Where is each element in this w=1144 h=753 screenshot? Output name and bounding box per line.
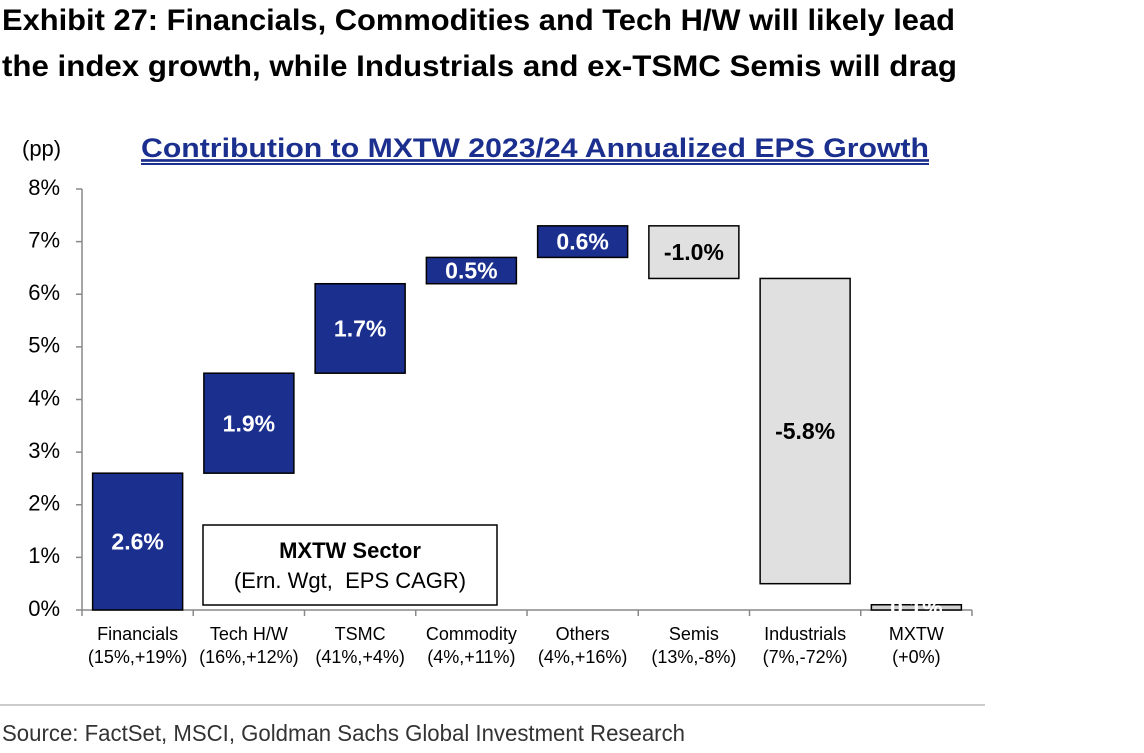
value-label: -1.0% <box>664 239 724 265</box>
y-tick-label: 0% <box>28 596 60 621</box>
x-tick-label: Commodity <box>426 624 517 644</box>
x-tick-label: Financials <box>97 624 178 644</box>
x-tick-sublabel: (7%,-72%) <box>763 647 848 667</box>
y-tick-label: 6% <box>28 280 60 305</box>
bar <box>759 277 851 585</box>
value-label: 1.9% <box>223 410 275 436</box>
value-label: 0.6% <box>556 229 608 255</box>
y-axis-label: (pp) <box>22 136 61 161</box>
x-tick-sublabel: (4%,+11%) <box>427 647 515 667</box>
value-label: 0.5% <box>445 258 497 284</box>
x-tick-label: MXTW <box>889 624 944 644</box>
x-tick-label: Semis <box>669 624 719 644</box>
x-tick-sublabel: (41%,+4%) <box>315 647 405 667</box>
x-tick-sublabel: (4%,+16%) <box>538 647 628 667</box>
bar <box>536 225 629 259</box>
value-label: 2.6% <box>111 529 163 555</box>
bar <box>648 225 740 280</box>
y-tick-label: 3% <box>28 438 60 463</box>
title-line: Exhibit 27: Financials, Commodities and … <box>2 4 955 37</box>
x-tick-label: Others <box>556 624 610 644</box>
x-tick-sublabel: (+0%) <box>892 647 941 667</box>
legend-title: MXTW Sector <box>279 538 421 563</box>
legend-box <box>202 524 498 606</box>
y-tick-label: 1% <box>28 543 60 568</box>
x-tick-sublabel: (13%,-8%) <box>651 647 736 667</box>
legend-text: (Ern. Wgt, EPS CAGR) <box>234 568 466 593</box>
chart-subtitle: Contribution to MXTW 2023/24 Annualized … <box>141 133 929 163</box>
x-tick-sublabel: (15%,+19%) <box>88 647 188 667</box>
title-line: the index growth, while Industrials and … <box>2 50 957 83</box>
y-tick-label: 7% <box>28 227 60 252</box>
y-tick-label: 4% <box>28 385 60 410</box>
bar <box>91 472 184 611</box>
bar <box>870 603 963 611</box>
source-note: Source: FactSet, MSCI, Goldman Sachs Glo… <box>2 720 685 746</box>
x-tick-label: Tech H/W <box>210 624 288 644</box>
y-tick-label: 5% <box>28 333 60 358</box>
x-tick-sublabel: (16%,+12%) <box>199 647 299 667</box>
value-label: 1.7% <box>334 316 386 342</box>
bar <box>425 256 518 285</box>
bar <box>203 372 295 474</box>
x-tick-label: Industrials <box>764 624 846 644</box>
y-tick-label: 8% <box>28 175 60 200</box>
y-tick-label: 2% <box>28 491 60 516</box>
value-label: 0.1% <box>890 594 942 620</box>
x-tick-label: TSMC <box>335 624 386 644</box>
value-label: -5.8% <box>775 418 835 444</box>
bar <box>314 282 406 374</box>
